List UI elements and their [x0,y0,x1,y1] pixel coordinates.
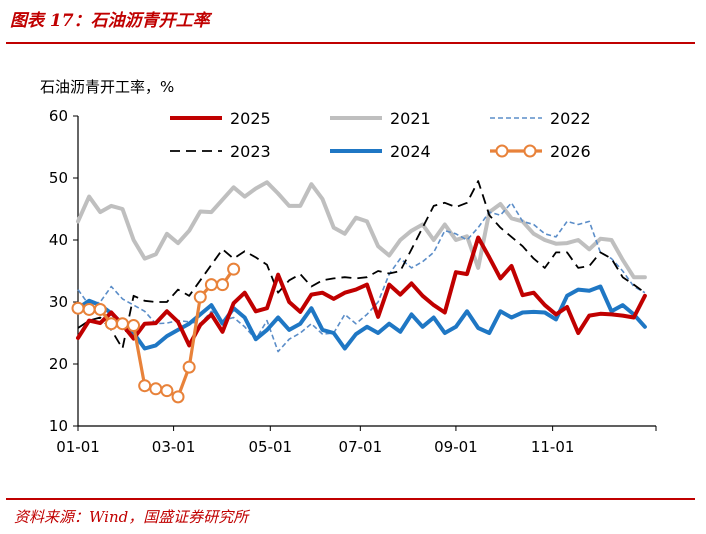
y-tick-label: 50 [49,169,68,187]
data-point-2026 [160,384,174,398]
title-divider [6,42,695,44]
x-tick-label: 09-01 [434,438,478,456]
data-point-2026 [204,278,218,292]
y-tick-label: 20 [49,355,68,373]
y-tick-label: 40 [49,231,68,249]
data-point-2026 [82,302,96,316]
x-tick-label: 11-01 [531,438,575,456]
data-point-2026 [93,302,107,316]
data-point-2026 [182,360,196,374]
legend-marker-2026 [495,144,509,158]
source-note: 资料来源：Wind，国盛证券研究所 [14,508,249,526]
series-line-2025 [76,235,647,348]
legend: 2025 2021 2022 2023 2024 2026 [170,109,591,161]
series-line-2023 [77,180,646,350]
legend-label-2022: 2022 [550,109,591,128]
data-point-2026 [149,382,163,396]
data-point-2026 [227,262,241,276]
series-layer [71,180,647,404]
y-tick-label: 10 [49,417,68,435]
x-tick-label: 03-01 [152,438,196,456]
series-line-2024 [76,284,647,351]
legend-label-2023: 2023 [230,142,271,161]
data-point-2026 [71,301,85,315]
x-tick-label: 01-01 [56,438,100,456]
data-point-2026 [138,379,152,393]
data-point-2026 [127,319,141,333]
figure-title: 图表 17：石油沥青开工率 [10,11,210,31]
legend-label-2021: 2021 [390,109,431,128]
series-line-2021 [76,180,647,280]
data-point-2026 [115,317,129,331]
data-point-2026 [216,278,229,292]
axes: 10 20 30 40 50 60 01-01 03-01 05-01 07-01 09-01 11-… [49,107,657,456]
legend-label-2026: 2026 [550,142,591,161]
x-tick-label: 07-01 [339,438,383,456]
legend-marker-2026 [523,144,537,158]
x-tick-label: 05-01 [248,438,292,456]
series-line-2022 [77,202,646,353]
y-tick-label: 60 [49,107,68,125]
data-point-2026 [104,317,118,331]
legend-label-2024: 2024 [390,142,431,161]
data-point-2026 [171,390,185,404]
footer-divider [6,498,695,500]
y-tick-label: 30 [49,293,68,311]
legend-label-2025: 2025 [230,109,271,128]
y-axis-label: 石油沥青开工率，% [40,78,174,96]
data-point-2026 [193,290,207,304]
